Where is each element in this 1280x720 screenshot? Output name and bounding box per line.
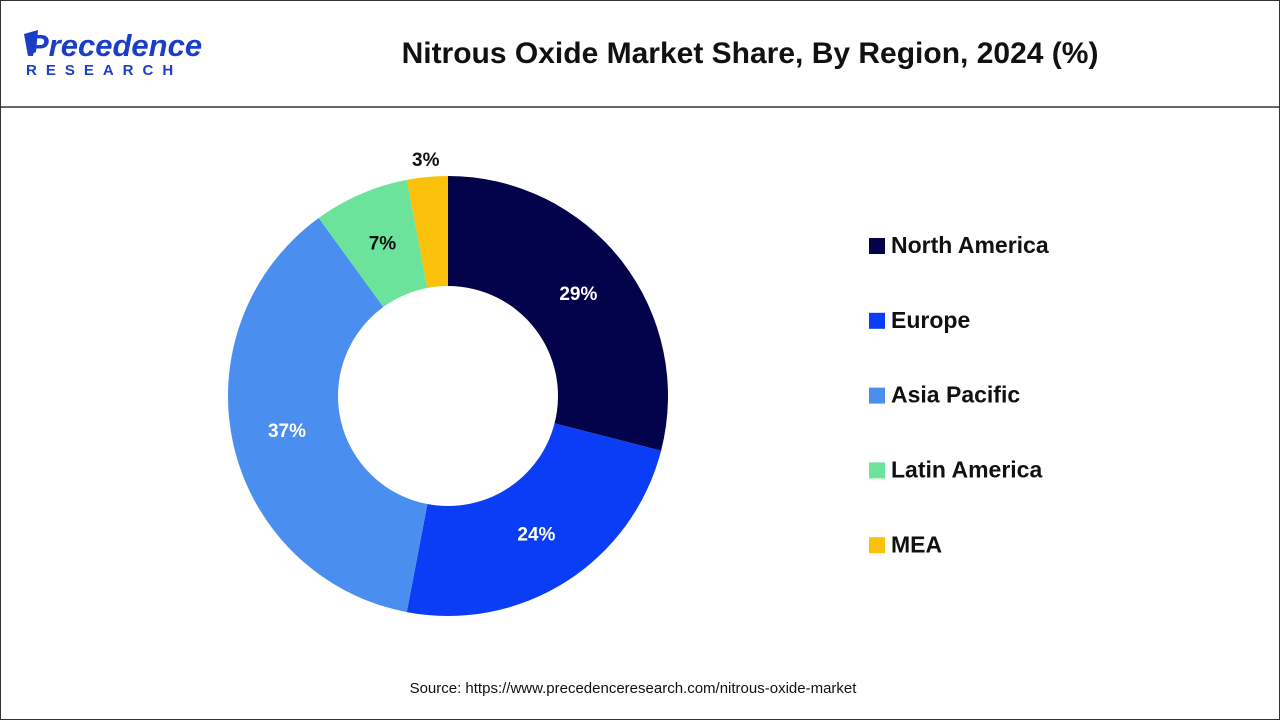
legend-swatch bbox=[869, 312, 885, 329]
legend-label: MEA bbox=[891, 531, 942, 557]
legend-swatch bbox=[869, 387, 885, 404]
logo-icon bbox=[24, 30, 38, 56]
source-note: Source: https://www.precedenceresearch.c… bbox=[410, 680, 858, 697]
legend-label: Latin America bbox=[891, 456, 1042, 482]
legend-label: Asia Pacific bbox=[891, 382, 1020, 408]
donut-segment bbox=[318, 179, 428, 308]
value-label: 29% bbox=[559, 284, 597, 305]
donut-segment bbox=[448, 176, 668, 451]
legend-swatch bbox=[869, 462, 885, 479]
value-label: 37% bbox=[268, 421, 306, 442]
donut-segment bbox=[406, 176, 448, 288]
logo-tagline: RESEARCH bbox=[26, 62, 182, 79]
legend-swatch bbox=[869, 537, 885, 554]
donut-segment bbox=[228, 218, 428, 613]
legend-label: Europe bbox=[891, 307, 970, 333]
value-label: 7% bbox=[369, 234, 397, 255]
value-label: 24% bbox=[517, 524, 555, 545]
legend-swatch bbox=[869, 238, 885, 254]
donut-segment bbox=[406, 423, 662, 616]
chart-title: Nitrous Oxide Market Share, By Region, 2… bbox=[402, 37, 1099, 70]
value-label: 3% bbox=[412, 150, 440, 171]
legend-label: North America bbox=[891, 232, 1049, 258]
logo-name: Precedence bbox=[28, 28, 202, 63]
